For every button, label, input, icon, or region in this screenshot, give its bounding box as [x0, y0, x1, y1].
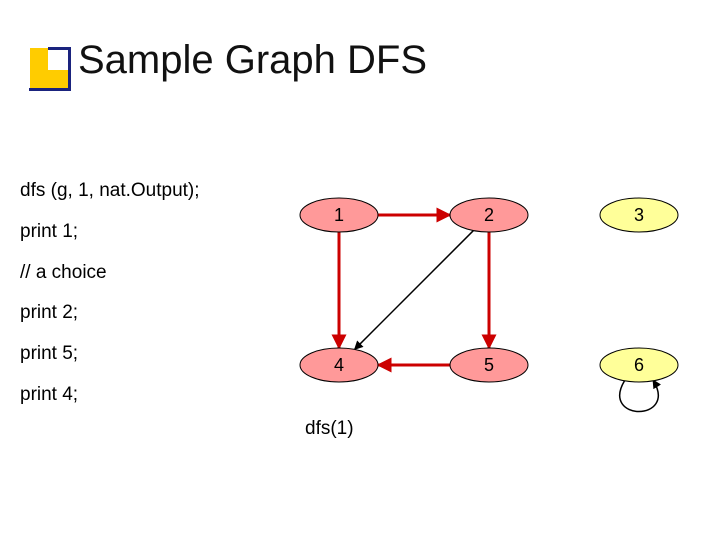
edge	[355, 231, 474, 350]
graph-caption: dfs(1)	[305, 418, 354, 440]
graph-node-label: 6	[634, 355, 644, 375]
edge-selfloop	[620, 380, 659, 412]
graph-node-label: 4	[334, 355, 344, 375]
graph-node-label: 1	[334, 205, 344, 225]
graph-node-label: 3	[634, 205, 644, 225]
graph-node-label: 5	[484, 355, 494, 375]
graph-node-label: 2	[484, 205, 494, 225]
graph-diagram: 1 2 3 4 5 6	[0, 0, 720, 540]
